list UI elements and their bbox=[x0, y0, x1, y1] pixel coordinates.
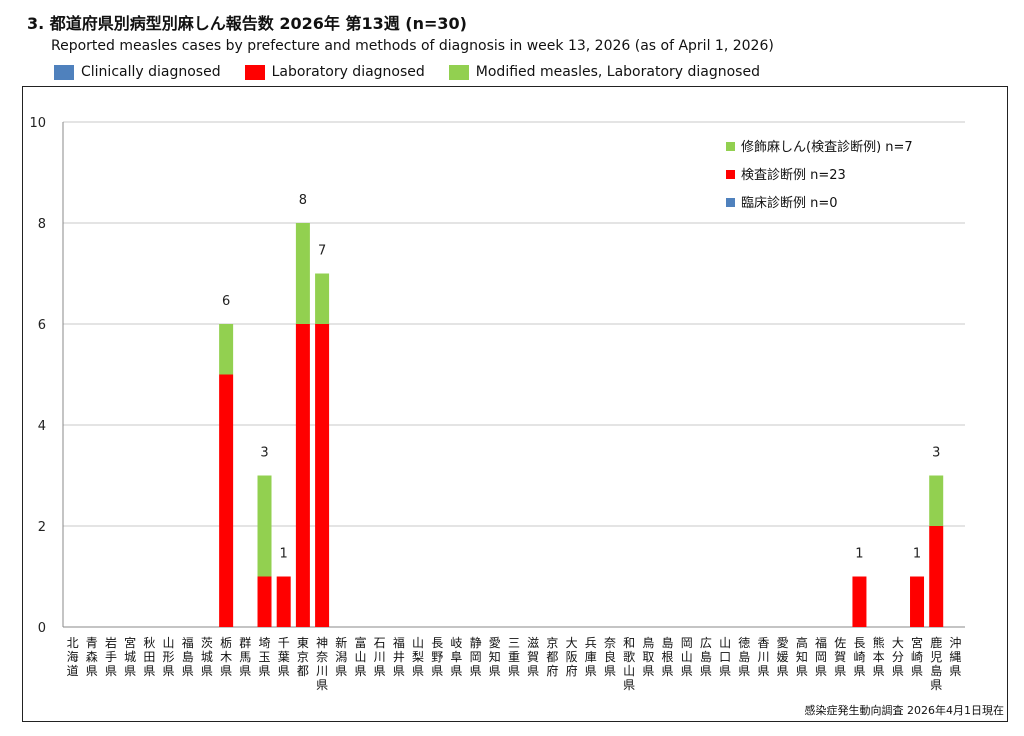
y-tick-label: 6 bbox=[38, 318, 46, 333]
x-tick-label: 大阪府 bbox=[566, 636, 578, 678]
x-tick-label: 千葉県 bbox=[278, 636, 290, 678]
x-tick-label: 長野県 bbox=[431, 636, 443, 678]
chart-title: 3. 都道府県別病型別麻しん報告数 2026年 第13週 (n=30) bbox=[27, 14, 467, 33]
x-tick-label: 徳島県 bbox=[738, 635, 750, 678]
x-tick-label: 岐阜県 bbox=[450, 636, 462, 678]
x-tick-label: 和歌山県 bbox=[623, 636, 635, 692]
x-tick-label: 香川県 bbox=[757, 636, 769, 678]
x-tick-label: 三重県 bbox=[508, 636, 520, 678]
y-tick-label: 2 bbox=[38, 520, 46, 535]
x-tick-label: 愛媛県 bbox=[777, 636, 789, 678]
chart-legend-label: 修飾麻しん(検査診断例) n=7 bbox=[741, 139, 913, 155]
x-tick-label: 青森県 bbox=[86, 636, 98, 678]
chart-frame bbox=[22, 86, 1008, 722]
x-tick-label: 山形県 bbox=[163, 636, 175, 678]
bar-total-label: 6 bbox=[222, 294, 230, 309]
source-note: 感染症発生動向調査 2026年4月1日現在 bbox=[804, 704, 1005, 717]
x-tick-label: 京都府 bbox=[546, 636, 558, 678]
x-tick-label: 広島県 bbox=[700, 636, 712, 678]
x-tick-label: 福島県 bbox=[182, 635, 194, 678]
top-legend-swatch-laboratory bbox=[244, 64, 265, 80]
x-tick-label: 長崎県 bbox=[853, 636, 865, 678]
x-tick-label: 宮崎県 bbox=[911, 635, 923, 678]
x-tick-label: 鳥取県 bbox=[642, 635, 654, 678]
top-legend-swatch-modified bbox=[448, 64, 469, 80]
bar-total-label: 3 bbox=[260, 446, 268, 461]
bar-segment bbox=[219, 374, 234, 627]
x-tick-label: 東京都 bbox=[297, 636, 309, 678]
x-tick-label: 秋田県 bbox=[143, 636, 155, 678]
bar-segment bbox=[257, 576, 272, 627]
x-tick-label: 沖縄県 bbox=[949, 636, 961, 678]
x-tick-label: 群馬県 bbox=[239, 636, 251, 678]
x-tick-label: 岡山県 bbox=[681, 636, 693, 678]
x-tick-label: 山口県 bbox=[719, 636, 731, 678]
x-tick-label: 富山県 bbox=[354, 635, 366, 678]
x-tick-label: 鹿児島県 bbox=[930, 635, 942, 692]
bar-segment bbox=[219, 324, 234, 375]
top-legend-label-modified: Modified measles, Laboratory diagnosed bbox=[475, 64, 760, 80]
x-tick-label: 茨城県 bbox=[201, 636, 213, 678]
x-tick-label: 福岡県 bbox=[815, 635, 827, 678]
top-legend-item-modified: Modified measles, Laboratory diagnosed bbox=[448, 64, 760, 80]
bar-segment bbox=[276, 576, 291, 627]
x-tick-label: 栃木県 bbox=[220, 636, 232, 678]
bar-total-label: 8 bbox=[299, 193, 307, 208]
y-tick-label: 0 bbox=[38, 621, 46, 636]
x-tick-label: 熊本県 bbox=[873, 635, 885, 678]
bar-total-label: 1 bbox=[913, 547, 921, 562]
x-tick-label: 神奈川県 bbox=[316, 636, 328, 692]
x-tick-label: 岩手県 bbox=[105, 635, 117, 678]
x-tick-label: 愛知県 bbox=[489, 636, 501, 678]
top-legend-label-laboratory: Laboratory diagnosed bbox=[271, 64, 425, 80]
bar-segment bbox=[929, 475, 944, 526]
top-legend-label-clinical: Clinically diagnosed bbox=[81, 64, 221, 80]
x-tick-label: 山梨県 bbox=[412, 636, 424, 678]
bar-total-label: 1 bbox=[280, 547, 288, 562]
x-tick-label: 兵庫県 bbox=[585, 636, 597, 678]
bar-segment bbox=[257, 475, 272, 577]
bar-segment bbox=[929, 526, 944, 627]
chart-legend-label: 検査診断例 n=23 bbox=[741, 167, 846, 183]
chart-legend-swatch bbox=[726, 142, 735, 151]
x-tick-label: 静岡県 bbox=[470, 636, 482, 678]
bar-total-label: 1 bbox=[855, 547, 863, 562]
x-tick-label: 島根県 bbox=[662, 635, 674, 678]
chart-legend-swatch bbox=[726, 198, 735, 207]
top-legend-item-laboratory: Laboratory diagnosed bbox=[244, 64, 425, 80]
x-tick-label: 福井県 bbox=[393, 635, 405, 678]
bar-total-label: 7 bbox=[318, 244, 326, 259]
y-tick-label: 4 bbox=[38, 419, 46, 434]
chart-subtitle: Reported measles cases by prefecture and… bbox=[51, 38, 774, 54]
x-tick-label: 石川県 bbox=[374, 636, 386, 678]
bar-segment bbox=[910, 576, 925, 627]
top-legend: Clinically diagnosed Laboratory diagnose… bbox=[54, 64, 784, 80]
top-legend-swatch-clinical bbox=[54, 64, 74, 80]
x-tick-label: 高知県 bbox=[796, 635, 808, 678]
chart-legend-swatch bbox=[726, 170, 735, 179]
x-tick-label: 埼玉県 bbox=[259, 636, 271, 678]
x-tick-label: 北海道 bbox=[67, 636, 79, 678]
x-tick-label: 大分県 bbox=[892, 636, 904, 678]
x-tick-label: 奈良県 bbox=[604, 636, 616, 678]
x-tick-label: 宮城県 bbox=[124, 635, 136, 678]
bar-segment bbox=[295, 223, 310, 324]
chart-legend-label: 臨床診断例 n=0 bbox=[741, 195, 838, 211]
bar-segment bbox=[315, 273, 330, 324]
x-tick-label: 佐賀県 bbox=[834, 636, 846, 678]
bar-segment bbox=[315, 324, 330, 627]
x-tick-label: 新潟県 bbox=[335, 635, 347, 678]
y-tick-label: 8 bbox=[38, 217, 46, 232]
bar-segment bbox=[295, 324, 310, 627]
bar-segment bbox=[852, 576, 867, 627]
y-tick-label: 10 bbox=[29, 116, 46, 131]
top-legend-item-clinical: Clinically diagnosed bbox=[54, 64, 221, 80]
bar-total-label: 3 bbox=[932, 446, 940, 461]
x-tick-label: 滋賀県 bbox=[527, 636, 539, 678]
